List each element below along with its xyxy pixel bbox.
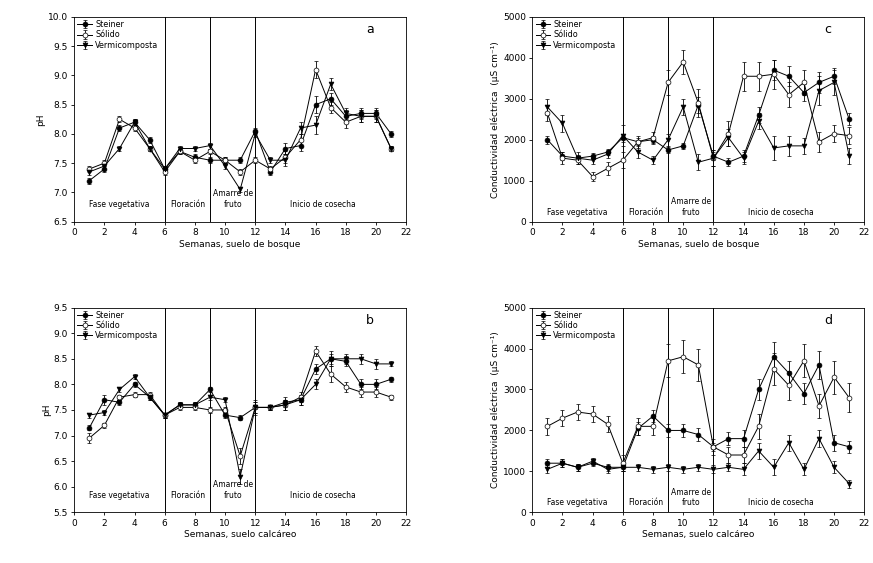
Text: Floración: Floración	[628, 498, 663, 507]
X-axis label: Semanas, suelo calcáreo: Semanas, suelo calcáreo	[184, 530, 296, 539]
X-axis label: Semanas, suelo de bosque: Semanas, suelo de bosque	[637, 240, 759, 249]
Text: Inicio de cosecha: Inicio de cosecha	[748, 208, 815, 217]
Text: Fase vegetativa: Fase vegetativa	[89, 200, 150, 209]
Legend: Steiner, Sólido, Vermicomposta: Steiner, Sólido, Vermicomposta	[535, 310, 617, 341]
Text: Amarre de
fruto: Amarre de fruto	[213, 480, 252, 499]
Text: Floración: Floración	[628, 208, 663, 217]
Y-axis label: Conductividad eléctrica  (μS cm⁻¹): Conductividad eléctrica (μS cm⁻¹)	[491, 332, 500, 488]
X-axis label: Semanas, suelo de bosque: Semanas, suelo de bosque	[180, 240, 301, 249]
Text: Inicio de cosecha: Inicio de cosecha	[291, 200, 356, 209]
Text: c: c	[824, 23, 831, 36]
Text: Fase vegetativa: Fase vegetativa	[89, 490, 150, 499]
X-axis label: Semanas, suelo calcáreo: Semanas, suelo calcáreo	[643, 530, 754, 539]
Legend: Steiner, Sólido, Vermicomposta: Steiner, Sólido, Vermicomposta	[77, 19, 159, 50]
Y-axis label: pH: pH	[36, 113, 45, 126]
Text: Amarre de
fruto: Amarre de fruto	[670, 197, 711, 217]
Legend: Steiner, Sólido, Vermicomposta: Steiner, Sólido, Vermicomposta	[77, 310, 159, 341]
Text: Floración: Floración	[170, 490, 205, 499]
Text: Floración: Floración	[170, 200, 205, 209]
Text: Inicio de cosecha: Inicio de cosecha	[291, 490, 356, 499]
Y-axis label: Conductividad eléctrica  (μS cm⁻¹): Conductividad eléctrica (μS cm⁻¹)	[491, 41, 500, 198]
Text: Inicio de cosecha: Inicio de cosecha	[748, 498, 815, 507]
Text: b: b	[367, 314, 375, 327]
Text: Fase vegetativa: Fase vegetativa	[547, 498, 608, 507]
Text: Fase vegetativa: Fase vegetativa	[547, 208, 608, 217]
Text: Amarre de
fruto: Amarre de fruto	[213, 189, 252, 209]
Legend: Steiner, Sólido, Vermicomposta: Steiner, Sólido, Vermicomposta	[535, 19, 617, 50]
Text: d: d	[824, 314, 833, 327]
Y-axis label: pH: pH	[42, 404, 51, 416]
Text: a: a	[367, 23, 374, 36]
Text: Amarre de
fruto: Amarre de fruto	[670, 488, 711, 507]
